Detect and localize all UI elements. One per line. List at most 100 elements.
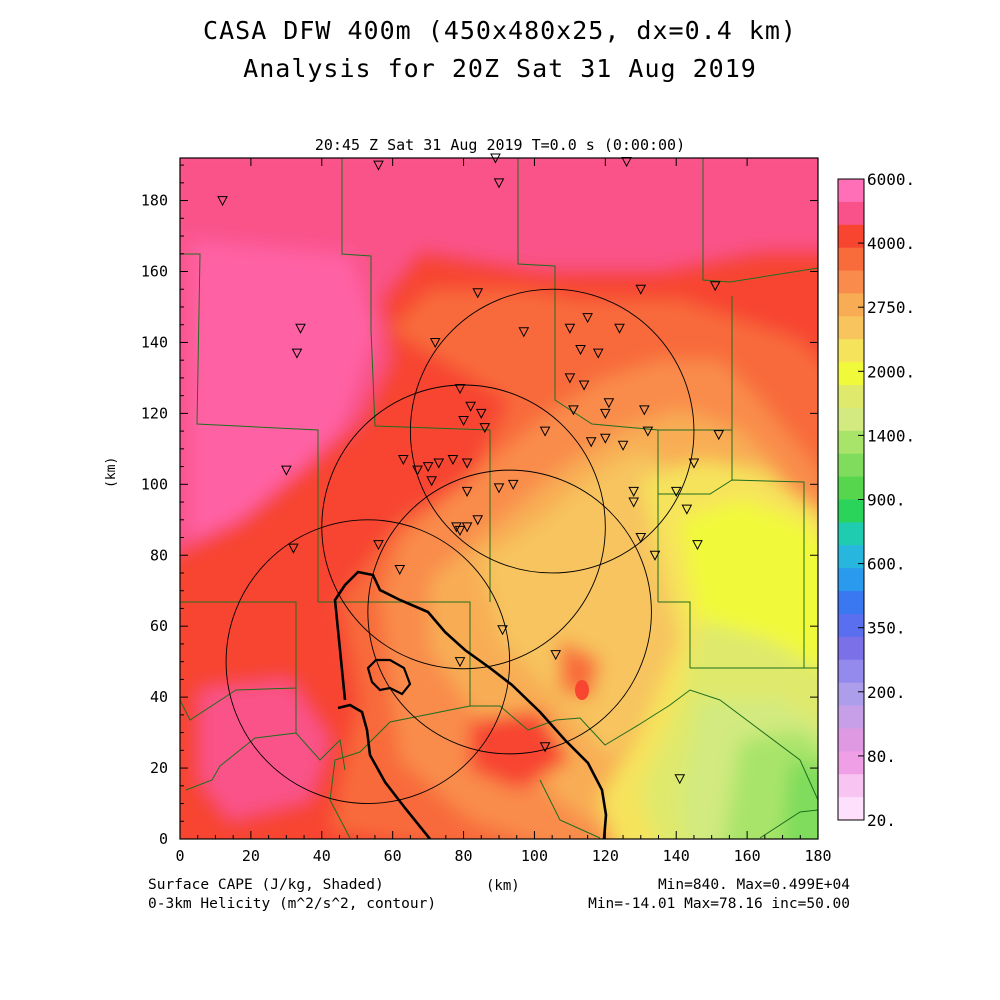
colorbar-swatch	[838, 385, 864, 409]
station-marker	[617, 440, 629, 451]
x-tick-label: 180	[804, 847, 831, 865]
station-marker	[394, 564, 406, 576]
station-marker	[628, 486, 640, 497]
station-marker	[709, 281, 721, 292]
station-marker	[638, 405, 650, 416]
station-marker	[465, 401, 476, 412]
colorbar-swatch	[838, 270, 864, 294]
x-tick-label: 20	[242, 847, 260, 865]
x-axis-label: (km)	[486, 878, 520, 894]
colorbar-label: 80.	[867, 747, 896, 766]
x-tick-label: 60	[384, 847, 402, 865]
y-tick-label: 20	[150, 759, 168, 777]
station-marker	[472, 288, 484, 299]
x-axis: 0 20 40 60 80 100 120 140 160 180	[175, 158, 832, 865]
colorbar-swatch	[838, 522, 864, 546]
colorbar-label: 1400.	[867, 426, 915, 445]
colorbar-label: 6000.	[867, 170, 915, 189]
station-marker	[479, 423, 491, 434]
x-tick-label: 160	[734, 847, 761, 865]
station-marker	[458, 415, 469, 427]
station-marker	[493, 178, 505, 189]
station-marker	[628, 497, 640, 508]
station-marker	[674, 774, 686, 785]
station-marker	[564, 373, 576, 384]
colorbar-swatch	[838, 362, 864, 386]
station-marker	[568, 405, 579, 416]
station-marker	[681, 504, 693, 515]
colorbar-swatch	[838, 797, 864, 821]
colorbar-swatch	[838, 774, 864, 798]
station-marker	[497, 625, 508, 636]
station-marker	[447, 454, 459, 466]
station-marker	[454, 384, 466, 395]
contour-field-label: 0-3km Helicity (m^2/s^2, contour)	[148, 896, 437, 912]
colorbar-swatch	[838, 179, 864, 203]
colorbar-swatch	[838, 636, 864, 661]
colorbar-label: 4000.	[867, 234, 915, 253]
station-marker	[281, 465, 292, 476]
colorbar-swatch	[838, 545, 864, 569]
station-marker	[635, 533, 647, 544]
station-marker	[493, 483, 505, 494]
colorbar-swatch	[838, 430, 864, 455]
x-tick-label: 40	[313, 847, 331, 865]
station-marker	[600, 408, 611, 419]
radar-ring-4	[225, 519, 511, 804]
colorbar-label: 2750.	[867, 298, 915, 317]
colorbar-label: 20.	[867, 811, 896, 830]
colorbar-swatch	[838, 751, 864, 775]
station-marker	[713, 430, 725, 441]
y-tick-label: 80	[150, 546, 168, 564]
station-marker	[578, 380, 590, 391]
radar-ring-1	[409, 288, 695, 574]
station-marker	[433, 458, 445, 469]
shaded-stats: Min=840. Max=0.499E+04	[657, 877, 850, 893]
station-marker	[600, 433, 611, 444]
station-marker	[688, 458, 700, 469]
colorbar-label: 200.	[867, 683, 906, 702]
station-marker	[454, 657, 466, 668]
colorbar-swatch	[838, 728, 864, 752]
colorbar-swatch	[838, 682, 864, 707]
station-marker	[291, 348, 303, 359]
y-tick-label: 180	[141, 192, 168, 210]
x-tick-label: 140	[663, 847, 690, 865]
y-tick-label: 60	[150, 617, 168, 635]
colorbar-label: 900.	[867, 491, 906, 510]
y-tick-label: 120	[141, 404, 168, 422]
colorbar-swatch	[838, 705, 864, 729]
y-tick-label: 140	[141, 333, 168, 351]
plot-title: CASA DFW 400m (450x480x25, dx=0.4 km)	[203, 16, 797, 45]
station-marker	[461, 486, 473, 497]
station-marker	[426, 476, 437, 487]
station-marker	[397, 454, 409, 466]
colorbar-label: 350.	[867, 619, 906, 638]
station-marker	[429, 337, 441, 349]
station-marker	[461, 458, 473, 469]
station-marker	[422, 462, 434, 473]
station-marker	[461, 522, 473, 533]
x-tick-label: 0	[175, 847, 184, 865]
station-marker	[550, 650, 562, 661]
x-tick-label: 80	[455, 847, 473, 865]
colorbar-swatch	[838, 499, 864, 523]
valid-time: 20:45 Z Sat 31 Aug 2019 T=0.0 s (0:00:00…	[314, 136, 686, 154]
station-marker	[582, 313, 593, 324]
cape-shading	[180, 158, 818, 839]
station-marker	[539, 742, 551, 753]
station-marker	[585, 437, 597, 448]
x-tick-label: 100	[521, 847, 548, 865]
radar-range-rings	[225, 288, 695, 804]
station-marker	[475, 408, 487, 419]
station-marker	[518, 327, 530, 338]
colorbar-swatch	[838, 453, 864, 478]
colorbar: 6000. 4000. 2750. 2000. 1400. 900. 600. 350. 200…	[837, 170, 915, 830]
station-marker	[217, 196, 228, 207]
station-marker	[692, 540, 703, 551]
colorbar-swatch	[838, 316, 864, 340]
colorbar-swatch	[838, 224, 864, 249]
colorbar-swatch	[838, 476, 864, 500]
station-marker	[288, 543, 299, 554]
